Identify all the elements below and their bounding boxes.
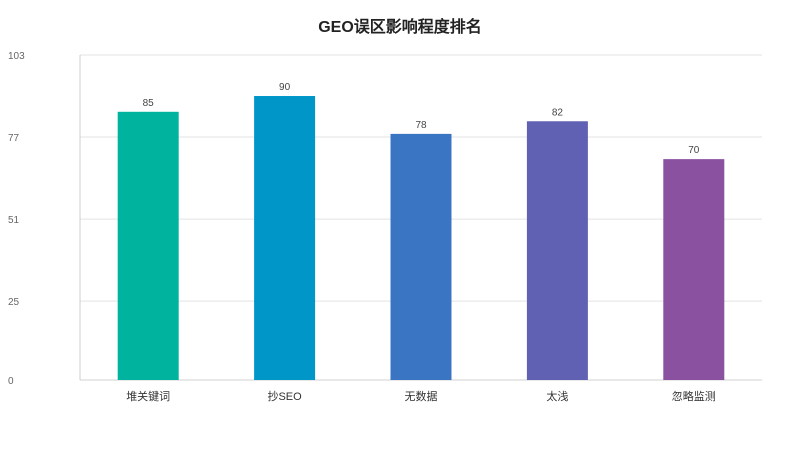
y-tick-label: 77 — [8, 133, 20, 144]
bar — [526, 121, 588, 380]
data-label: 85 — [143, 98, 155, 109]
bar — [663, 159, 725, 380]
bars — [117, 96, 725, 381]
x-category-label: 忽略监测 — [672, 389, 716, 403]
data-label: 70 — [688, 145, 700, 156]
chart-title: GEO误区影响程度排名 — [318, 17, 482, 36]
bar — [254, 96, 316, 381]
data-label: 90 — [279, 82, 291, 93]
labels: 0 25 51 77 103 85 堆关键词 90 抄SEO 78 无数据 82 太浅 70 忽略监测 — [8, 51, 716, 403]
x-category-label: 堆关键词 — [126, 389, 170, 403]
y-tick-label: 51 — [8, 215, 20, 226]
bar — [117, 111, 179, 381]
x-category-label: 无数据 — [405, 389, 438, 403]
x-category-label: 抄SEO — [267, 389, 302, 403]
x-category-label: 太浅 — [546, 390, 568, 403]
y-tick-label: 103 — [8, 51, 25, 62]
data-label: 82 — [552, 107, 564, 118]
data-label: 78 — [415, 120, 427, 131]
bar — [390, 133, 452, 380]
y-tick-label: 0 — [8, 376, 14, 387]
y-tick-label: 25 — [8, 297, 20, 308]
